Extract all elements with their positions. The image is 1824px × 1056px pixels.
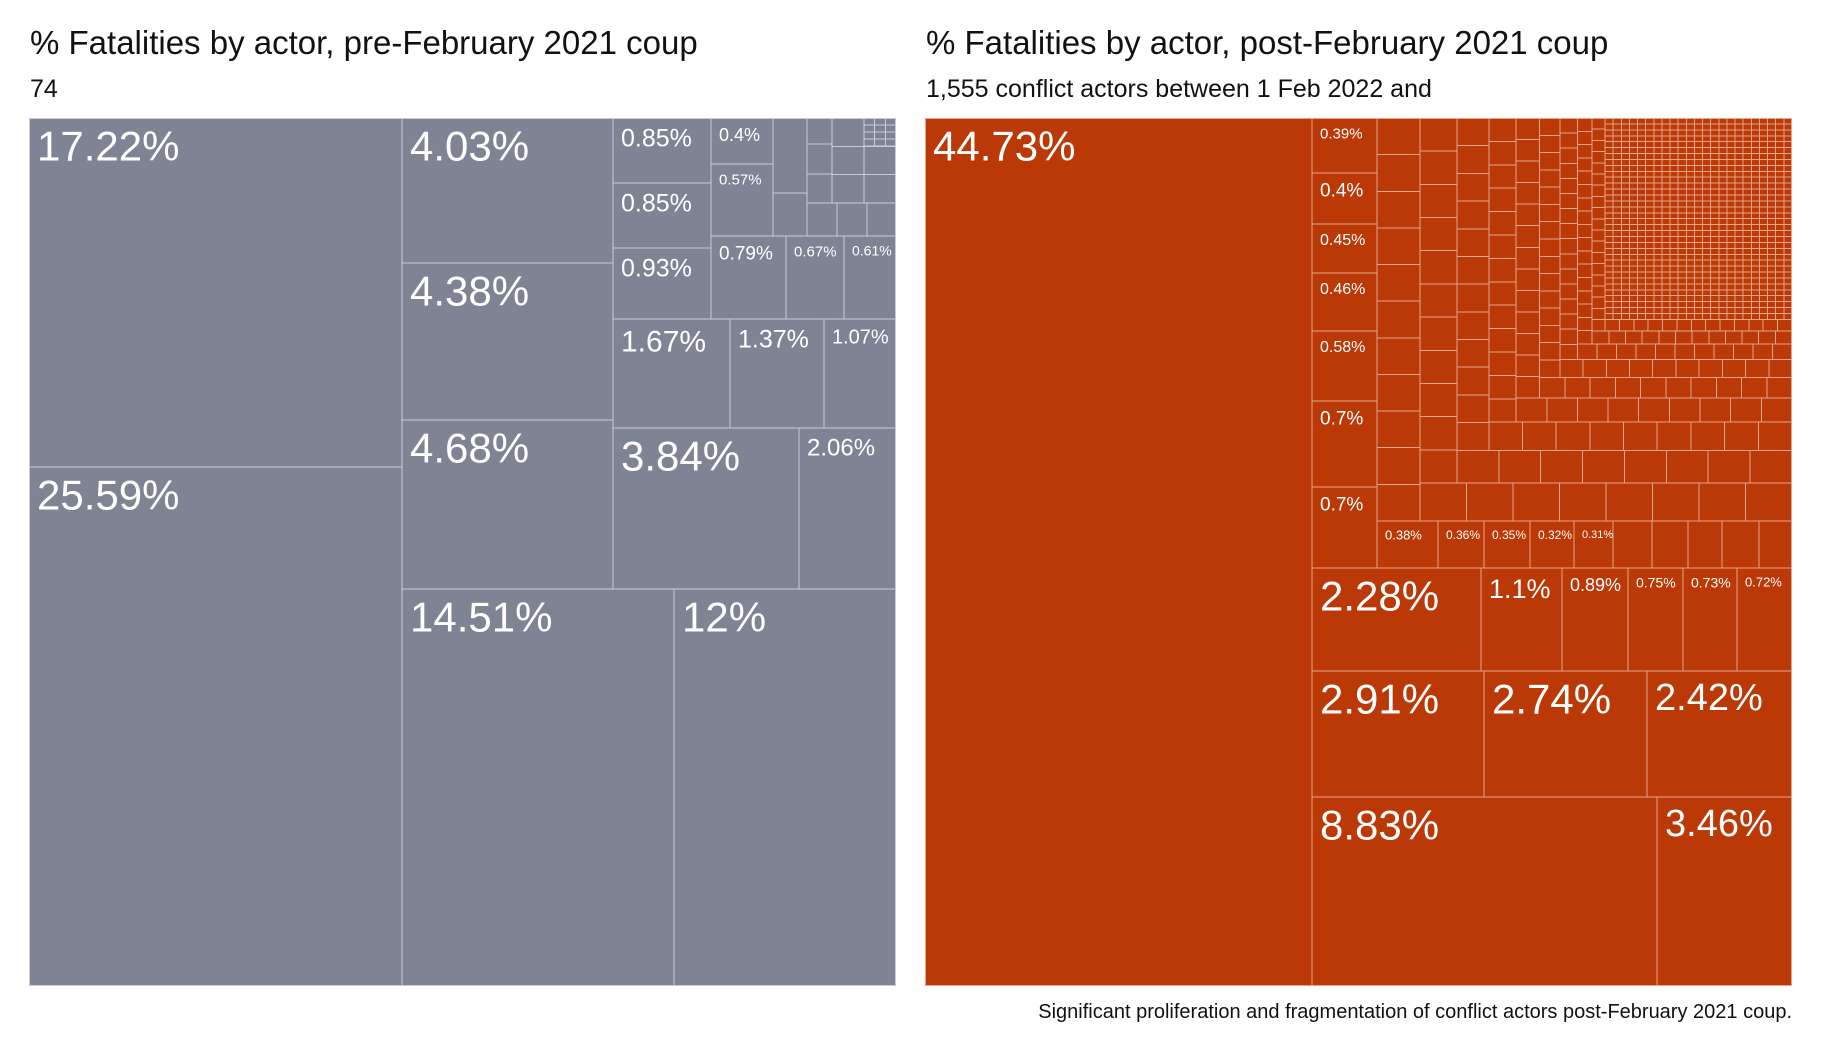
treemap-cell-label: 0.4% (1320, 181, 1363, 202)
pre-coup-treemap-svg: 17.22% 25.59% 4.03% 4.38% 4.68% 14.51% 12% 3.84… (29, 118, 896, 986)
treemap-cell-label: 0.85% (621, 125, 692, 153)
treemap-cell-label: 0.72% (1745, 575, 1782, 590)
treemap-cell-label: 8.83% (1320, 801, 1439, 848)
treemap-cell-label: 0.39% (1320, 125, 1363, 142)
treemap-cell-label: 3.84% (621, 432, 740, 479)
post-chart-subtitle: 1,555 conflict actors between 1 Feb 2022… (926, 75, 1432, 103)
treemap-cell-label: 12% (682, 593, 766, 640)
treemap-cell-label: 0.7% (1320, 409, 1363, 430)
treemap-cell-label: 14.51% (410, 593, 552, 640)
treemap-cell-label: 0.79% (719, 244, 773, 265)
treemap-cell-label: 0.75% (1636, 574, 1676, 590)
treemap-cell-label: 0.61% (852, 242, 892, 258)
treemap-cell-label: 3.46% (1665, 803, 1773, 845)
treemap-cell-label: 0.46% (1320, 281, 1365, 298)
post-coup-treemap: 44.73% 8.83% 3.46% 2.91% 2.74% 2.42% 2.28% 1.1%… (925, 118, 1792, 986)
treemap-cell-label: 2.74% (1492, 675, 1611, 722)
treemap-cell-label: 0.32% (1538, 528, 1572, 542)
pre-coup-treemap: 17.22% 25.59% 4.03% 4.38% 4.68% 14.51% 12% 3.84… (29, 118, 896, 986)
treemap-background (925, 118, 1792, 986)
post-coup-treemap-svg: 44.73% 8.83% 3.46% 2.91% 2.74% 2.42% 2.28% 1.1%… (925, 118, 1792, 986)
treemap-cell-label: 25.59% (37, 471, 179, 518)
chart-caption: Significant proliferation and fragmentat… (1038, 1001, 1792, 1023)
treemap-cell-label: 0.4% (719, 125, 760, 145)
treemap-cell-label: 2.42% (1655, 677, 1763, 719)
treemap-cell-label: 44.73% (933, 122, 1075, 169)
treemap-cell-label: 0.93% (621, 255, 692, 283)
treemap-cell-label: 0.89% (1570, 575, 1621, 595)
treemap-cell-label: 4.68% (410, 424, 529, 471)
treemap-cell-label: 1.37% (738, 326, 809, 354)
treemap-cell-label: 0.73% (1691, 574, 1731, 590)
treemap-cell-label: 4.38% (410, 267, 529, 314)
treemap-cell-label: 2.91% (1320, 675, 1439, 722)
treemap-cell (863, 174, 896, 204)
treemap-cell-label: 0.57% (719, 171, 762, 188)
treemap-cell-label: 0.67% (794, 243, 837, 260)
treemap-cell-label: 0.38% (1385, 528, 1422, 543)
treemap-cell-label: 0.31% (1582, 529, 1613, 541)
pre-chart-title: % Fatalities by actor, pre-February 2021… (30, 24, 698, 61)
treemap-cell-label: 4.03% (410, 122, 529, 169)
treemap-cell (29, 118, 896, 986)
treemap-cell-label: 0.45% (1320, 232, 1365, 249)
treemap-cell-label: 2.06% (807, 435, 875, 462)
treemap-cell-label: 0.36% (1446, 528, 1480, 542)
treemap-cell (1783, 312, 1792, 320)
treemap-cell-label: 17.22% (37, 122, 179, 169)
treemap-cell (925, 118, 1792, 986)
pre-chart-subtitle: 74 (30, 75, 58, 103)
treemap-cell-label: 1.1% (1489, 574, 1551, 604)
treemap-cell-label: 2.28% (1320, 572, 1439, 619)
treemap-cell-label: 0.35% (1492, 528, 1526, 542)
treemap-cell-label: 0.58% (1320, 339, 1365, 356)
treemap-cell-label: 0.7% (1320, 495, 1363, 516)
treemap-cell-label: 1.67% (621, 326, 706, 359)
treemap-cell-label: 1.07% (832, 326, 889, 348)
treemap-cell-label: 0.85% (621, 190, 692, 218)
post-chart-title: % Fatalities by actor, post-February 202… (926, 24, 1609, 61)
